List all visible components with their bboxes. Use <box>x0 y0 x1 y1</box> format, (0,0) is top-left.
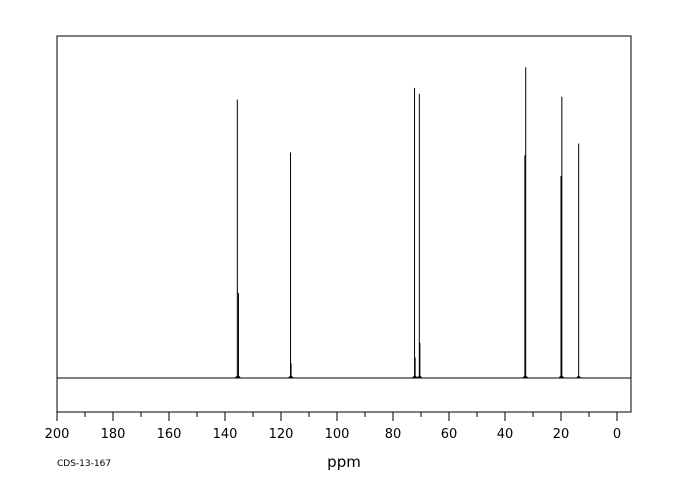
peak-foot-1 <box>236 376 241 379</box>
x-tick-label-0: 0 <box>613 427 621 442</box>
x-tick-label-200: 200 <box>45 427 70 442</box>
peak-foot-12 <box>576 376 582 379</box>
peak-foot-3 <box>288 376 294 379</box>
spectrum-code-annotation: CDS-13-167 <box>57 459 111 469</box>
x-tick-label-120: 120 <box>269 427 294 442</box>
x-tick-label-180: 180 <box>101 427 126 442</box>
x-axis-label: ppm <box>327 453 361 471</box>
peak-foot-7 <box>417 376 423 379</box>
x-tick-label-160: 160 <box>157 427 182 442</box>
peak-group <box>234 67 582 379</box>
x-axis-ticks <box>56 412 618 421</box>
x-tick-label-60: 60 <box>441 427 458 442</box>
x-tick-label-40: 40 <box>497 427 514 442</box>
x-tick-label-140: 140 <box>213 427 238 442</box>
peak-foot-9 <box>522 376 528 379</box>
x-tick-label-100: 100 <box>325 427 350 442</box>
x-axis-tick-labels: 200 180 160 140 120 100 80 60 40 20 0 <box>45 427 622 442</box>
x-tick-label-80: 80 <box>385 427 402 442</box>
plot-frame <box>56 35 632 413</box>
peak-foot-11 <box>558 376 564 379</box>
x-tick-label-20: 20 <box>553 427 570 442</box>
peak-foot-5 <box>412 376 418 379</box>
